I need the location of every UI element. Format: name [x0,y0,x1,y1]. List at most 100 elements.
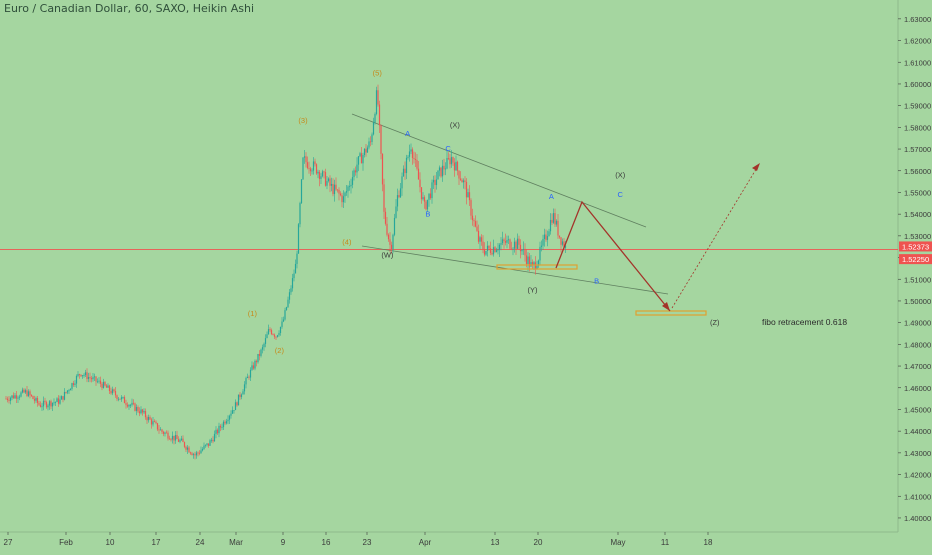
candle-body [360,153,363,164]
candle-body [177,439,180,442]
candle-body [263,343,265,348]
candle-body [26,390,28,397]
y-tick-label: 1.49000 [904,319,931,328]
candle-body [95,376,97,382]
candle-body [419,179,421,188]
candle-body [36,398,39,403]
candle-body [47,405,49,408]
candle-body [381,153,384,185]
candle-body [125,403,127,405]
candle-body [285,307,288,311]
candle-body [291,278,294,289]
candle-body [387,234,390,240]
candle-body [287,299,289,308]
candle-body [402,168,405,177]
candle-body [479,237,481,242]
candle-body [515,241,517,249]
candle-body [257,353,259,363]
candle-body [297,224,300,254]
candle-body [180,438,183,441]
candle-body [299,203,301,225]
y-tick-label: 1.59000 [904,102,931,111]
candle-body [443,165,445,170]
wave-label: (Z) [710,318,720,327]
candle-body [527,256,529,265]
candle-body [432,179,435,183]
wave-label: (3) [298,116,308,125]
candle-body [333,184,336,195]
candle-body [561,241,564,245]
y-tick-label: 1.56000 [904,167,931,176]
candle-body [534,262,537,269]
candle-body [411,149,414,158]
candle-body [279,326,282,333]
candle-body [144,411,147,418]
candle-body [513,241,516,249]
candle-body [446,158,448,169]
wave-label: B [594,277,599,286]
candle-body [87,376,90,380]
candle-body [413,157,415,159]
y-tick-label: 1.51000 [904,275,931,284]
candle-body [227,419,229,422]
candle-body [533,262,535,265]
candle-body [380,125,382,154]
candle-body [311,170,313,172]
y-tick-label: 1.55000 [904,188,931,197]
annotation-label: fibo retracement 0.618 [762,317,847,327]
candle-body [245,378,247,385]
candle-body [156,423,159,430]
candle-body [426,199,429,210]
candle-body [531,262,534,265]
candle-body [434,179,436,186]
candle-body [518,238,520,245]
candle-body [498,244,501,250]
candle-body [129,404,132,406]
candle-body [473,220,475,222]
candle-body [359,153,361,157]
candle-body [521,250,523,252]
candle-body [417,168,420,180]
candle-body [117,398,120,400]
candle-body [410,149,412,152]
candle-body [153,421,156,423]
candle-body [375,90,378,114]
candle-body [203,445,205,450]
candle-body [392,234,394,250]
candle-body [132,402,135,404]
candle-body [131,402,133,405]
candle-body [321,171,324,177]
candle-body [510,248,513,250]
projection-arrowhead [662,302,670,311]
candle-body [357,156,360,165]
candle-body [372,122,375,135]
candle-body [317,171,319,174]
candle-body [108,385,111,392]
candle-body [327,178,330,182]
candle-body [365,148,367,153]
candle-body [332,183,334,195]
candle-body [165,432,168,434]
candle-body [366,147,369,153]
candle-body [335,184,337,190]
candle-body [425,201,427,210]
candle-body [345,191,348,193]
candle-body [315,164,318,174]
candle-body [276,335,279,337]
candle-body [296,253,298,264]
candle-body [111,389,114,394]
candle-body [554,213,556,225]
candle-body [215,429,217,434]
candle-body [38,402,40,405]
candle-body [141,409,144,413]
candle-body [464,180,466,182]
candle-body [77,374,79,376]
candle-body [189,452,192,454]
candle-body [69,388,72,391]
candle-body [435,179,438,186]
candle-body [401,176,403,189]
candle-body [12,395,15,399]
candle-body [470,200,472,216]
candle-body [438,167,441,171]
